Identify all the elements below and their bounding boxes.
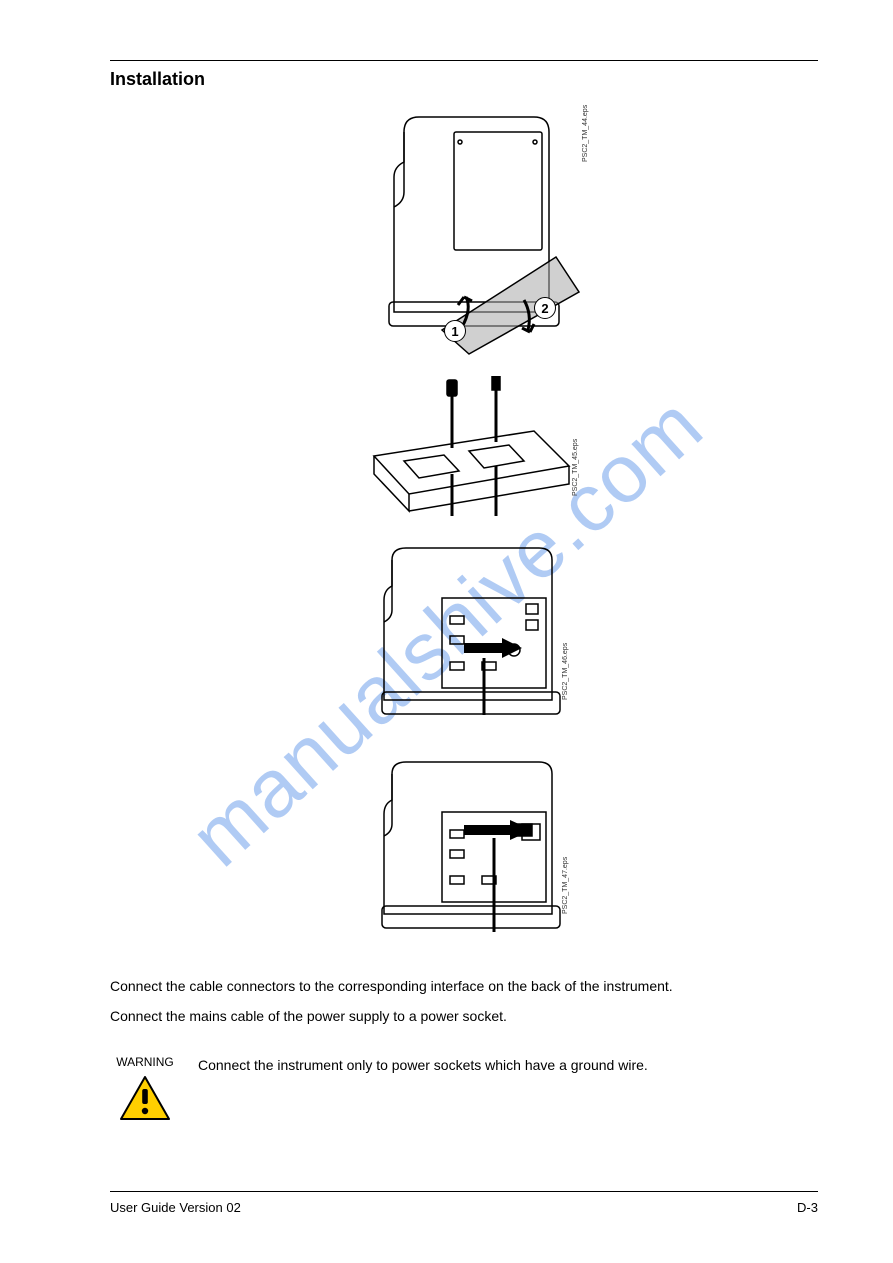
callout-1: 1 <box>444 320 466 342</box>
warning-text: Connect the instrument only to power soc… <box>198 1055 818 1075</box>
header-rule <box>110 60 818 61</box>
warning-block: WARNING Connect the instrument only to p… <box>110 1055 818 1121</box>
callout-2: 2 <box>534 297 556 319</box>
footer-left: User Guide Version 02 <box>110 1200 241 1215</box>
figure-4-label: PSC2_TM_47.eps <box>562 857 569 914</box>
figure-1-label: PSC2_TM_44.eps <box>582 105 589 162</box>
instruction-text-1: Connect the cable connectors to the corr… <box>110 976 818 996</box>
page-footer: User Guide Version 02 D-3 <box>110 1191 818 1215</box>
figure-3-label: PSC2_TM_46.eps <box>562 643 569 700</box>
figure-4: PSC2_TM_47.eps <box>334 754 594 954</box>
figure-1: 1 2 PSC2_TM_44.eps <box>334 102 594 362</box>
figure-2: PSC2_TM_45.eps <box>334 376 594 526</box>
footer-right: D-3 <box>797 1200 818 1215</box>
figure-2-label: PSC2_TM_45.eps <box>572 439 579 496</box>
diagram-area: 1 2 PSC2_TM_44.eps <box>110 102 818 954</box>
warning-icon <box>119 1075 171 1121</box>
warning-label: WARNING <box>116 1055 174 1069</box>
section-title: Installation <box>110 69 818 90</box>
instruction-text-2: Connect the mains cable of the power sup… <box>110 1006 818 1026</box>
figure-3: PSC2_TM_46.eps <box>334 540 594 740</box>
